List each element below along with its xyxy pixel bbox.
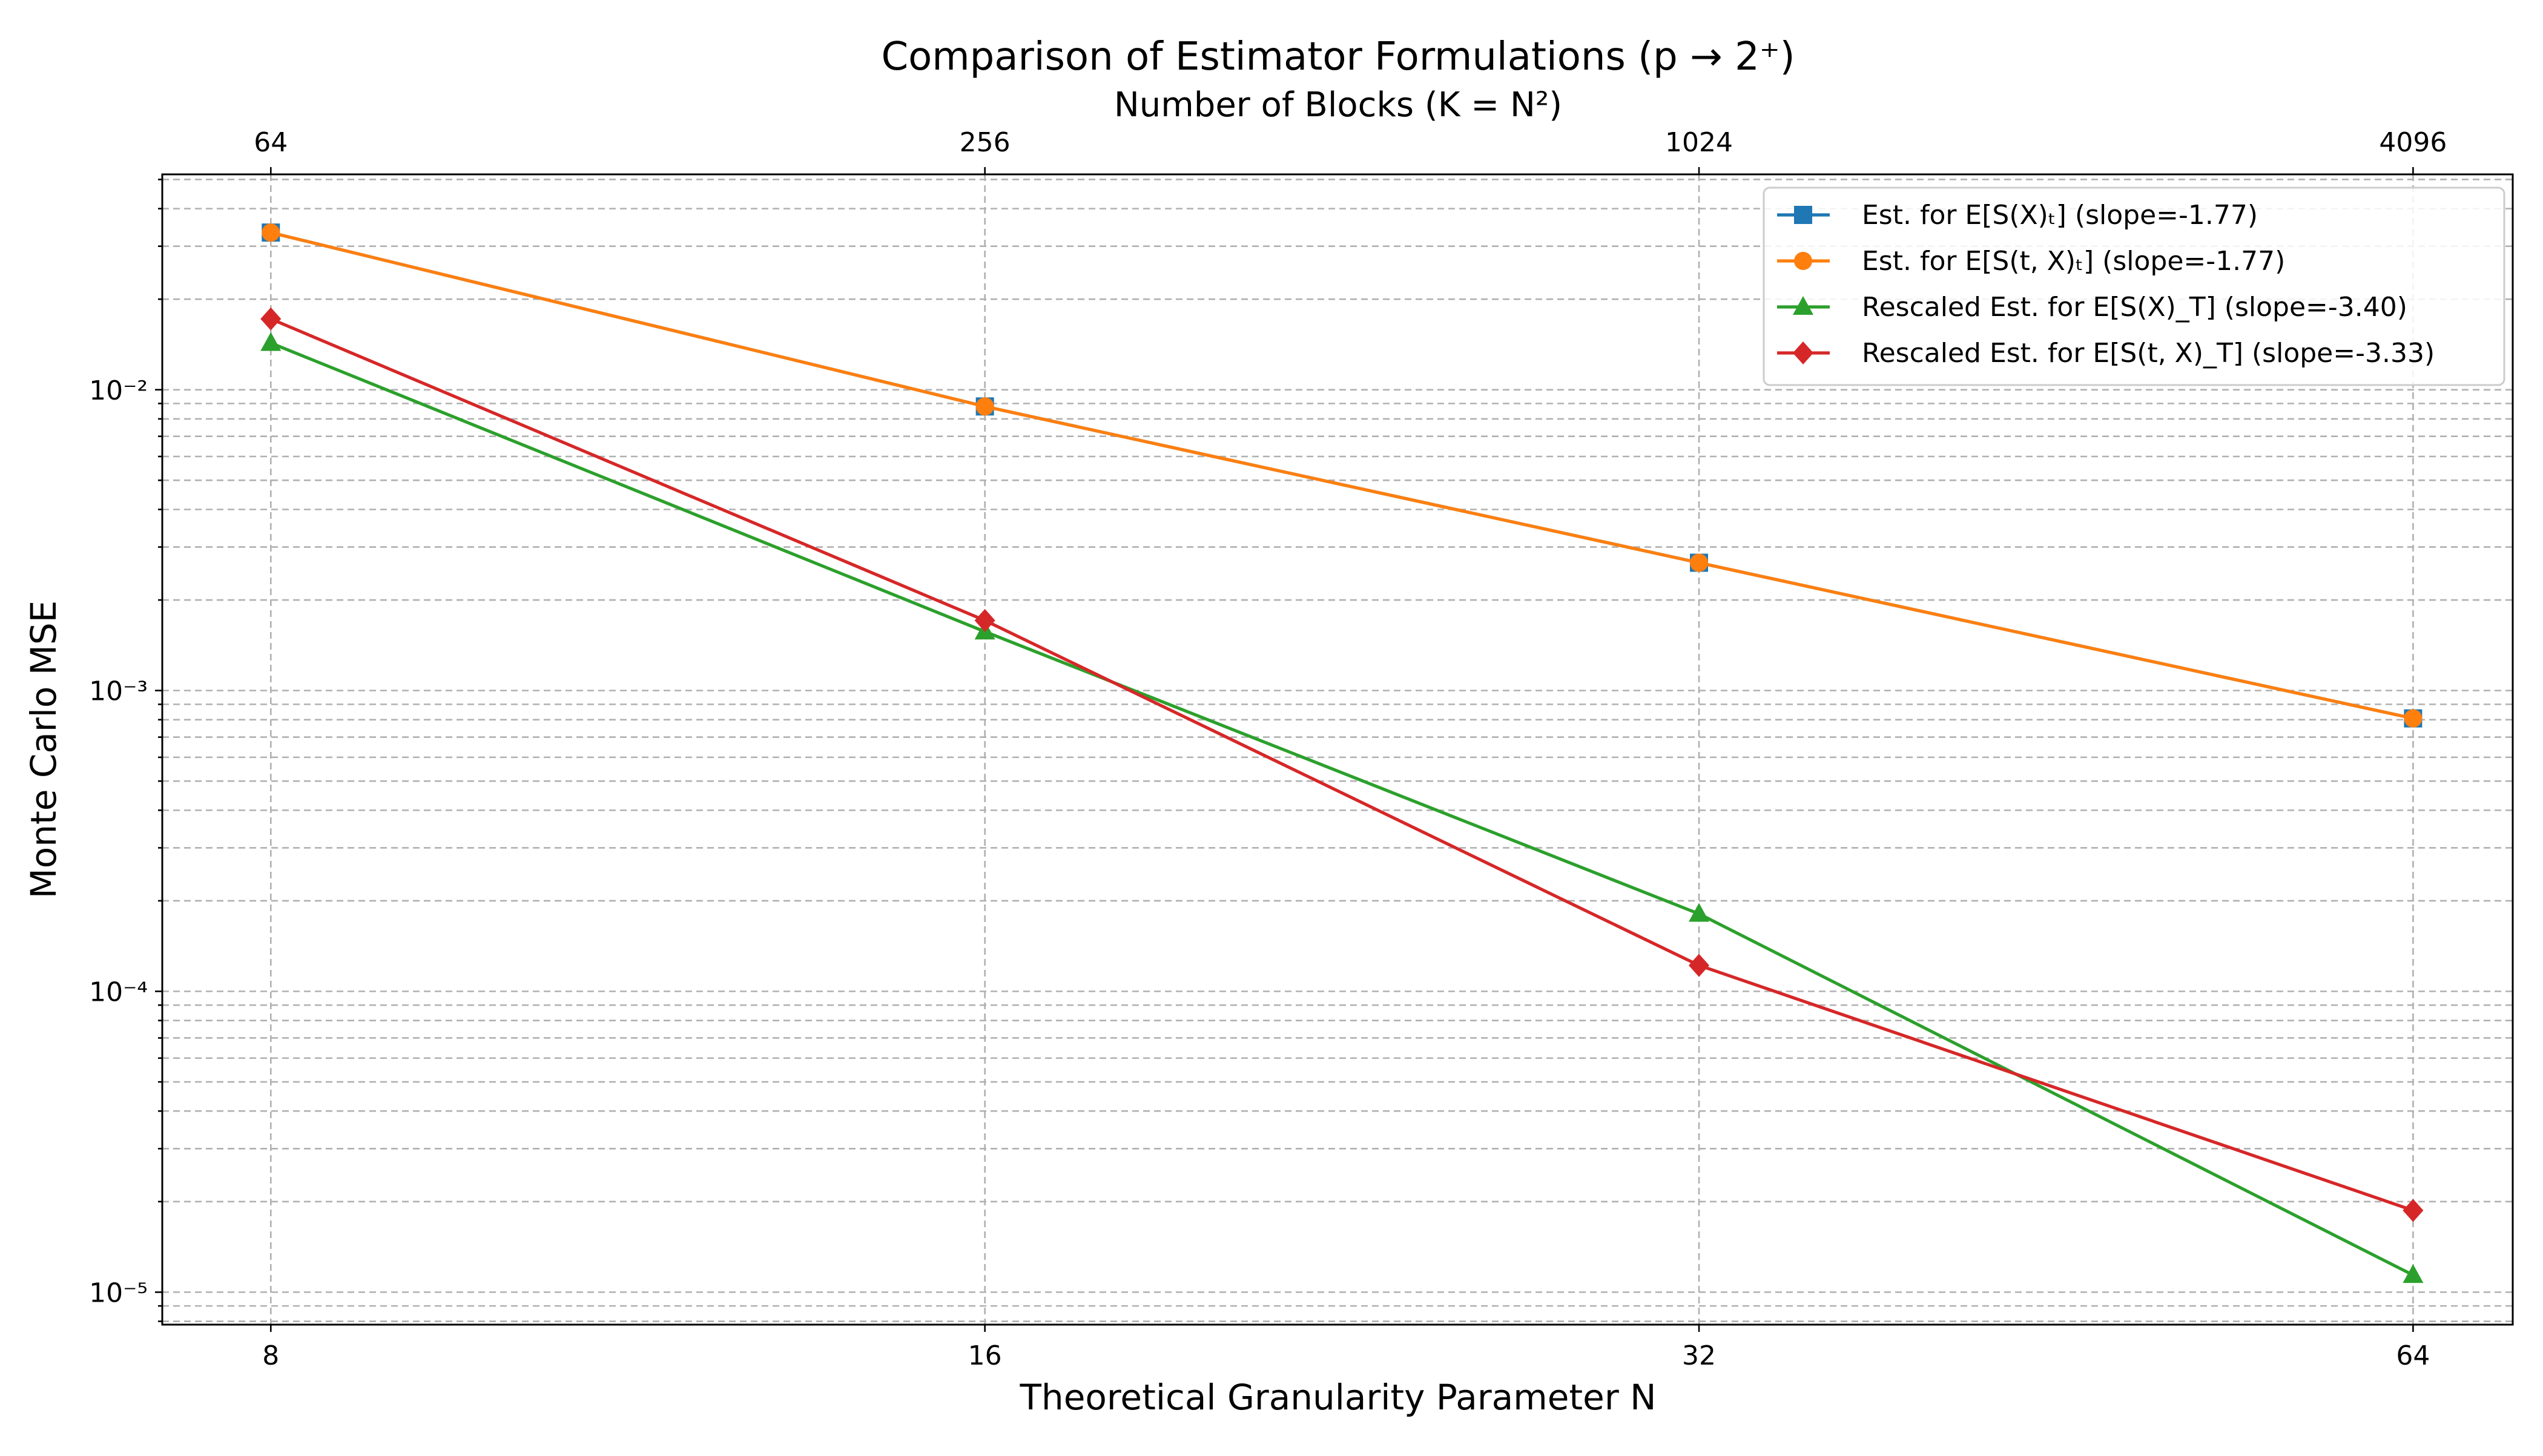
data-point [2403,1264,2424,1283]
data-point [1689,903,1710,922]
data-point [1690,553,1709,572]
series-layer [260,223,2424,1283]
legend-swatch-marker [1794,206,1812,224]
secondary-x-tick-label: 4096 [2379,127,2447,158]
legend-entry: Rescaled Est. for E[S(X)_T] (slope=-3.40… [1777,292,2407,323]
chart-title: Comparison of Estimator Formulations (p … [881,35,1795,79]
legend: Est. for E[S(X)ₜ] (slope=-1.77) Est. for … [1763,186,2505,386]
legend-entry: Rescaled Est. for E[S(t, X)_T] (slope=-3… [1777,338,2435,369]
legend-label: Rescaled Est. for E[S(t, X)_T] (slope=-3… [1862,338,2435,369]
tick-layer: 8 64 16 256 32 1024 64 4096 10⁻² 10⁻³ 10⁻⁴ 10⁻⁵ [89,127,2447,1371]
legend-swatch-marker [1793,296,1813,315]
secondary-x-axis-label: Number of Blocks (K = N²) [1114,85,1562,125]
series-2 [262,223,2423,728]
y-tick-label: 10⁻⁵ [89,1277,148,1308]
legend-swatch-marker [1794,252,1812,270]
series-line [270,317,2414,1212]
x-tick-label: 16 [968,1340,1002,1371]
data-point [260,332,282,351]
data-point [975,397,994,416]
data-point [1689,954,1710,977]
secondary-x-tick-label: 256 [960,127,1011,158]
plot-frame [161,173,2514,1326]
series-line [270,341,2414,1277]
legend-items: Est. for E[S(X)ₜ] (slope=-1.77) Est. for … [1777,200,2435,369]
secondary-x-tick-label: 64 [254,127,288,158]
x-tick-label: 32 [1682,1340,1716,1371]
data-point [260,307,282,331]
y-tick-label: 10⁻² [89,375,148,406]
legend-label: Est. for E[S(X)ₜ] (slope=-1.77) [1862,200,2258,231]
legend-entry: Est. for E[S(t, X)ₜ] (slope=-1.77) [1777,246,2285,277]
secondary-x-tick-label: 1024 [1665,127,1733,158]
data-point [262,223,280,242]
series-line [270,231,2413,720]
data-point [974,608,995,632]
legend-label: Est. for E[S(t, X)ₜ] (slope=-1.77) [1862,246,2285,277]
legend-entry: Est. for E[S(X)ₜ] (slope=-1.77) [1777,200,2258,231]
data-point [2404,709,2423,728]
y-tick-label: 10⁻⁴ [89,977,148,1008]
legend-box [1763,186,2505,386]
data-point [2403,1199,2424,1222]
x-axis-label: Theoretical Granularity Parameter N [1020,1377,1657,1418]
y-axis-label: Monte Carlo MSE [23,601,64,899]
x-tick-label: 8 [262,1340,279,1371]
series-3 [260,332,2424,1283]
x-tick-label: 64 [2396,1340,2430,1371]
series-4 [260,307,2424,1222]
legend-label: Rescaled Est. for E[S(X)_T] (slope=-3.40… [1862,292,2407,323]
legend-swatch-marker [1793,341,1813,364]
y-tick-label: 10⁻³ [89,676,148,707]
